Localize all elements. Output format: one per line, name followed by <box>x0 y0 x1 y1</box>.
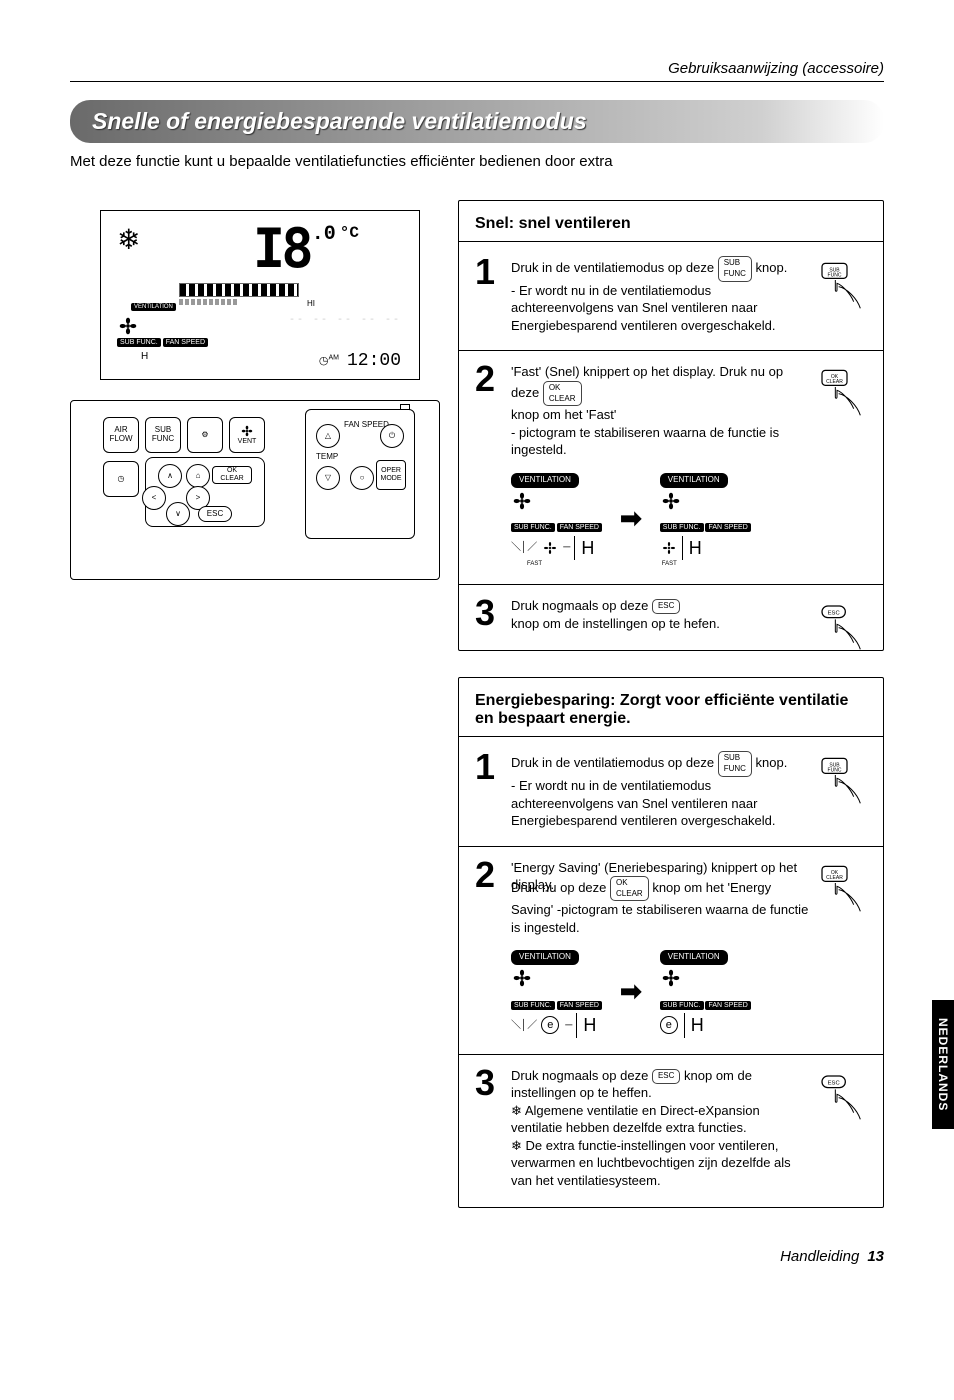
section-energy: Energiebesparing: Zorgt voor efficiënte … <box>458 677 884 1208</box>
s1-step1: 1 Druk in de ventilatiemodus op deze SUB… <box>475 256 867 334</box>
lcd-tags: SUB FUNC.FAN SPEED <box>117 339 210 346</box>
s1-step3: 3 Druk nogmaals op deze ESC knop om de i… <box>475 597 867 632</box>
lcd-h-label: H <box>141 351 148 362</box>
lcd-screen: ❄ I8 .0 °C VENTILATION HI SUB FUNC.FAN S… <box>100 210 420 380</box>
section2-title: Energiebesparing: Zorgt voor efficiënte … <box>475 692 867 728</box>
fan-small-icon <box>541 539 559 557</box>
esc-pill: ESC <box>652 1069 680 1084</box>
btn-temp-up[interactable]: △ <box>316 424 340 448</box>
temp-label: TEMP <box>316 452 338 461</box>
btn-down[interactable]: ∨ <box>166 502 190 526</box>
svg-text:ESC: ESC <box>828 611 840 617</box>
lcd-clock: 12:00 <box>347 351 401 371</box>
step-num-3: 3 <box>475 597 501 632</box>
ok-clear-pill: OK CLEAR <box>610 876 649 902</box>
s1-divider2 <box>459 584 883 585</box>
e-icon: e <box>541 1016 559 1034</box>
language-tab: NEDERLANDS <box>932 1000 954 1129</box>
step-num-1: 1 <box>475 256 501 334</box>
sub-func-pill: SUB FUNC <box>718 256 752 282</box>
fan-icon <box>511 490 533 512</box>
fan-icon <box>660 490 682 512</box>
btn-up[interactable]: ∧ <box>158 464 182 488</box>
svg-text:FUNC: FUNC <box>828 273 842 279</box>
btn-setting[interactable]: ⚙ <box>187 417 223 453</box>
s2-step1: 1 Druk in de ventilatiemodus op deze SUB… <box>475 751 867 829</box>
step-num-2b: 2 <box>475 859 501 1038</box>
ir-window <box>400 404 410 410</box>
note-symbol: ❄ <box>511 1103 522 1118</box>
step-num-3b: 3 <box>475 1067 501 1190</box>
lcd-vent-label: VENTILATION <box>131 303 176 311</box>
btn-oper-mode[interactable]: OPER MODE <box>376 460 406 490</box>
s2-step2: 2 'Energy Saving' (Eneriebesparing) knip… <box>475 859 867 1038</box>
hand-press-icon: SUBFUNC <box>817 755 867 805</box>
e-icon: e <box>660 1016 678 1034</box>
sub-func-pill: SUB FUNC <box>718 751 752 777</box>
hand-press-icon: ESC <box>817 601 867 651</box>
s1-divider1 <box>459 350 883 351</box>
step-num-1b: 1 <box>475 751 501 829</box>
right-cluster: △ FAN SPEED ⏻ TEMP ▽ ○ OPER MODE <box>305 409 415 539</box>
fan-icon <box>660 967 682 989</box>
footer-label: Handleiding <box>780 1248 859 1265</box>
ventilation-diagram: VENTILATION SUB FUNC. FAN SPEED ＼│／ ─ H … <box>511 469 809 568</box>
header-rule <box>70 81 884 82</box>
s2-divider2 <box>459 1054 883 1055</box>
btn-temp-down[interactable]: ▽ <box>316 466 340 490</box>
btn-home[interactable]: ⌂ <box>186 464 210 488</box>
section2-rule <box>459 736 883 737</box>
svg-text:ESC: ESC <box>828 1080 840 1086</box>
s1-step2: 2 'Fast' (Snel) knippert op het display.… <box>475 363 867 568</box>
lcd-dashes: -- -- -- -- -- <box>289 315 401 326</box>
fan-small-icon <box>660 539 678 557</box>
step-num-2: 2 <box>475 363 501 568</box>
btn-circle[interactable]: ○ <box>350 466 374 490</box>
btn-esc[interactable]: ESC <box>198 506 232 522</box>
svg-text:FUNC: FUNC <box>828 768 842 774</box>
svg-text:CLEAR: CLEAR <box>826 379 843 385</box>
fan-icon <box>511 967 533 989</box>
s2-step3: 3 Druk nogmaals op deze ESC knop om de i… <box>475 1067 867 1190</box>
btn-vent[interactable]: VENT <box>229 417 265 453</box>
page-title-bar: Snelle of energiebesparende ventilatiemo… <box>70 100 884 143</box>
hand-press-icon: OKCLEAR <box>817 863 867 913</box>
svg-text:CLEAR: CLEAR <box>826 874 843 880</box>
btn-power[interactable]: ⏻ <box>380 424 404 448</box>
ok-clear-pill: OK CLEAR <box>543 381 582 407</box>
clock-icon: ◷AM <box>319 354 339 367</box>
remote-body: AIR FLOW SUB FUNC ⚙ VENT ◷ ∧ ⌂ OK CLEAR … <box>70 400 440 580</box>
dpad-cluster: ∧ ⌂ OK CLEAR < > ∨ ESC <box>145 457 265 527</box>
btn-sub-func[interactable]: SUB FUNC <box>145 417 181 453</box>
snowflake-icon: ❄ <box>117 223 140 256</box>
section-fast: Snel: snel ventileren 1 Druk in de venti… <box>458 200 884 651</box>
hand-press-icon: SUBFUNC <box>817 260 867 310</box>
hand-press-icon: ESC <box>817 1071 867 1121</box>
page-footer: Handleiding 13 <box>70 1248 884 1265</box>
s2-divider1 <box>459 846 883 847</box>
lcd-sub-bar <box>179 299 239 305</box>
intro-text: Met deze functie kunt u bepaalde ventila… <box>70 153 884 170</box>
remote-illustration: ❄ I8 .0 °C VENTILATION HI SUB FUNC.FAN S… <box>70 200 440 1208</box>
btn-ok-clear[interactable]: OK CLEAR <box>212 466 252 484</box>
page-number: 13 <box>867 1248 884 1265</box>
lcd-hi: HI <box>307 299 315 308</box>
lcd-progress-bar <box>179 283 299 297</box>
note-symbol: ❄ <box>511 1138 522 1153</box>
btn-air-flow[interactable]: AIR FLOW <box>103 417 139 453</box>
arrow-right-icon: ➡ <box>620 501 642 536</box>
btn-timer[interactable]: ◷ <box>103 461 139 497</box>
header-doc-type: Gebruiksaanwijzing (accessoire) <box>70 60 884 77</box>
section1-title: Snel: snel ventileren <box>475 215 867 233</box>
btn-left[interactable]: < <box>142 486 166 510</box>
ventilation-diagram-2: VENTILATION SUB FUNC. FAN SPEED ＼│／ e ─ … <box>511 946 809 1037</box>
lcd-temp: I8 .0 °C <box>253 227 359 270</box>
section1-rule <box>459 241 883 242</box>
hand-press-icon: OKCLEAR <box>817 367 867 417</box>
arrow-right-icon: ➡ <box>620 974 642 1009</box>
esc-pill: ESC <box>652 599 680 614</box>
